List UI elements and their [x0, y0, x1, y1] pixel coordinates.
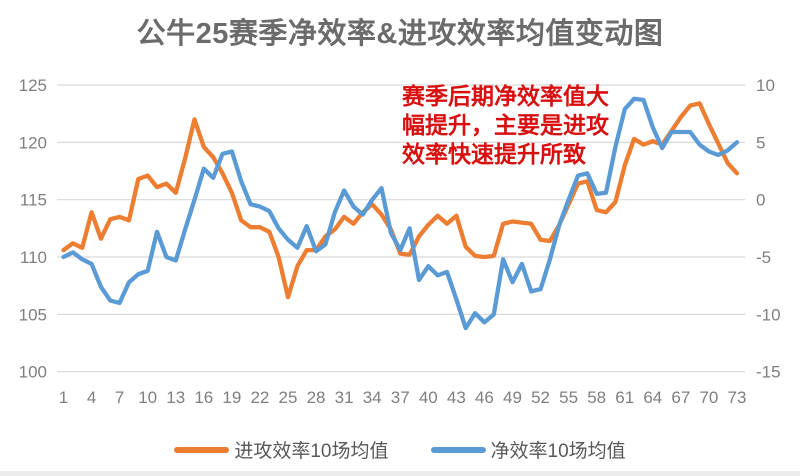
legend-label: 进攻效率10场均值 [234, 441, 389, 462]
x-axis-tick: 34 [363, 388, 382, 407]
y-axis-tick-left: 100 [19, 363, 47, 382]
x-axis-tick: 16 [194, 388, 213, 407]
y-axis-tick-left: 120 [19, 133, 47, 152]
x-axis-tick: 13 [166, 388, 185, 407]
x-axis-tick: 37 [391, 388, 410, 407]
series-line-offensive-efficiency [61, 101, 740, 300]
x-axis-tick: 70 [699, 388, 718, 407]
legend-label: 净效率10场均值 [490, 441, 626, 462]
y-axis-tick-right: 0 [756, 191, 765, 210]
y-axis-tick-right: -10 [756, 305, 781, 324]
chart-legend: 进攻效率10场均值 净效率10场均值 [0, 436, 800, 463]
legend-item-net-efficiency: 净效率10场均值 [430, 436, 626, 463]
x-axis-tick: 52 [531, 388, 550, 407]
series-line-net-efficiency [61, 96, 740, 331]
x-axis-tick: 1 [59, 388, 68, 407]
x-axis-tick: 4 [87, 388, 96, 407]
x-axis-tick: 31 [335, 388, 354, 407]
x-axis-tick: 55 [559, 388, 578, 407]
x-axis-tick: 43 [447, 388, 466, 407]
x-axis-tick: 73 [728, 388, 747, 407]
y-axis-tick-left: 115 [20, 191, 47, 210]
x-axis-tick: 46 [475, 388, 494, 407]
x-axis-tick: 67 [671, 388, 690, 407]
x-axis-tick: 61 [615, 388, 634, 407]
x-axis-tick: 7 [115, 388, 124, 407]
y-axis-tick-left: 110 [20, 248, 47, 267]
x-axis-tick: 22 [250, 388, 269, 407]
x-axis-tick: 58 [587, 388, 606, 407]
x-axis-tick: 49 [503, 388, 522, 407]
x-axis-tick: 19 [222, 388, 241, 407]
x-axis-tick: 25 [279, 388, 298, 407]
y-axis-tick-left: 125 [19, 76, 47, 95]
window-edge-strip [0, 471, 800, 476]
y-axis-tick-right: -5 [756, 248, 771, 267]
chart-annotation-text: 赛季后期净效率值大 幅提升，主要是进攻 效率快速提升所致 [402, 84, 609, 167]
legend-line-swatch-blue [430, 446, 486, 453]
legend-line-swatch-orange [174, 446, 230, 453]
y-axis-tick-left: 105 [19, 305, 47, 324]
chart-title: 公牛25赛季净效率&进攻效率均值变动图 [136, 18, 664, 50]
x-axis-tick: 28 [307, 388, 326, 407]
y-axis-tick-right: 10 [756, 76, 775, 95]
x-axis-tick: 10 [138, 388, 157, 407]
x-axis-tick: 64 [643, 388, 662, 407]
y-axis-tick-right: -15 [756, 363, 781, 382]
y-axis-tick-right: 5 [756, 133, 765, 152]
x-axis-tick: 40 [419, 388, 438, 407]
legend-item-offensive-efficiency: 进攻效率10场均值 [174, 436, 389, 463]
